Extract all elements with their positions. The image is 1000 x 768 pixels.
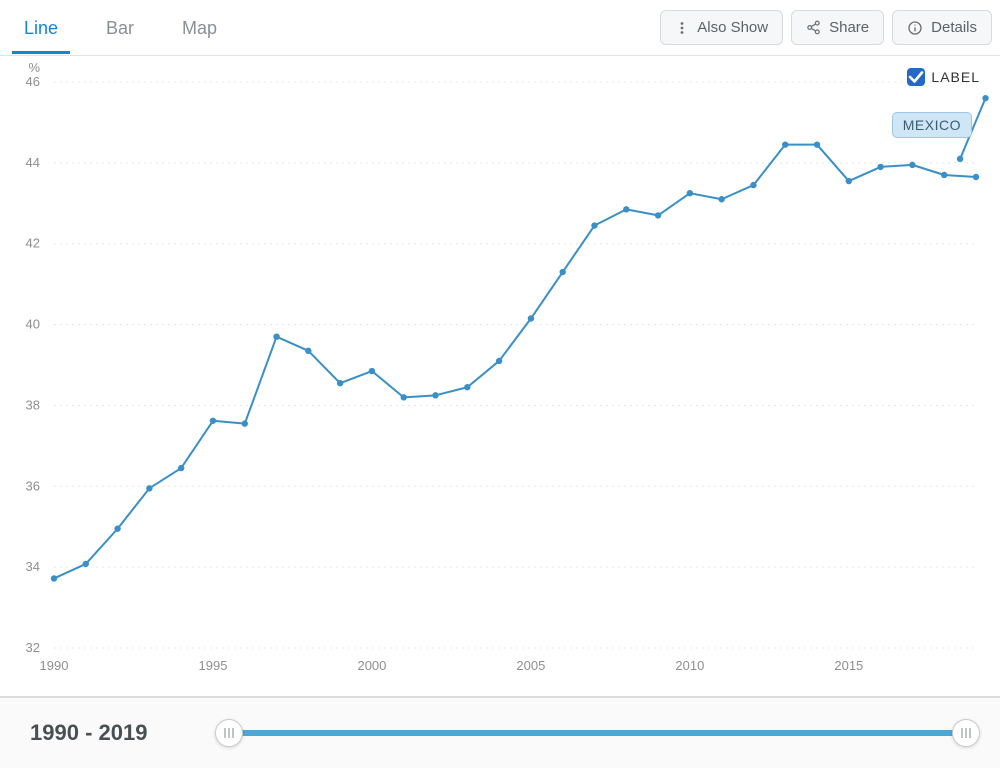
details-label: Details: [931, 19, 977, 36]
share-icon: [806, 20, 821, 35]
tab-bar[interactable]: Bar: [106, 2, 134, 53]
tab-map[interactable]: Map: [182, 2, 217, 53]
time-range-label: 1990 - 2019: [30, 720, 147, 746]
chart-toolbar: Also Show Share Details: [660, 10, 992, 45]
time-range-end: 2019: [99, 720, 148, 745]
share-label: Share: [829, 19, 869, 36]
svg-text:2010: 2010: [675, 658, 704, 673]
chart-type-tabs: Line Bar Map: [24, 2, 217, 53]
also-show-button[interactable]: Also Show: [660, 10, 783, 45]
series-label-toggle[interactable]: LABEL: [907, 68, 980, 86]
also-show-label: Also Show: [697, 19, 768, 36]
slider-handle-start[interactable]: [215, 719, 243, 747]
line-chart: 32 34 36 38 40 42 44 46% 1990 1995 2000 2005 2010 201…: [0, 56, 1000, 696]
share-button[interactable]: Share: [791, 10, 884, 45]
svg-text:40: 40: [26, 317, 40, 332]
slider-handle-end[interactable]: [952, 719, 980, 747]
svg-text:36: 36: [26, 478, 40, 493]
details-button[interactable]: Details: [892, 10, 992, 45]
svg-text:42: 42: [26, 236, 40, 251]
checkbox-checked-icon: [907, 68, 925, 86]
svg-text:1990: 1990: [40, 658, 69, 673]
time-range-slider[interactable]: [217, 718, 978, 748]
chart-area: 32 34 36 38 40 42 44 46% 1990 1995 2000 2005 2010 201…: [0, 56, 1000, 696]
time-range-start: 1990: [30, 720, 79, 745]
svg-text:38: 38: [26, 397, 40, 412]
tab-line[interactable]: Line: [24, 2, 58, 53]
dots-vertical-icon: [675, 21, 689, 35]
svg-text:%: %: [28, 60, 40, 75]
svg-text:44: 44: [26, 155, 40, 170]
svg-text:2000: 2000: [357, 658, 386, 673]
time-range-footer: 1990 - 2019: [0, 696, 1000, 768]
svg-text:32: 32: [26, 640, 40, 655]
svg-text:2015: 2015: [834, 658, 863, 673]
svg-text:1995: 1995: [199, 658, 228, 673]
svg-text:34: 34: [26, 559, 40, 574]
series-label-toggle-text: LABEL: [931, 69, 980, 85]
svg-text:46: 46: [26, 74, 40, 89]
slider-track: [229, 730, 966, 736]
info-icon: [907, 20, 923, 36]
time-range-sep: -: [79, 720, 99, 745]
svg-text:2005: 2005: [516, 658, 545, 673]
series-name-badge[interactable]: MEXICO: [892, 112, 972, 138]
chart-type-tabs-bar: Line Bar Map Also Show Share Details: [0, 0, 1000, 56]
